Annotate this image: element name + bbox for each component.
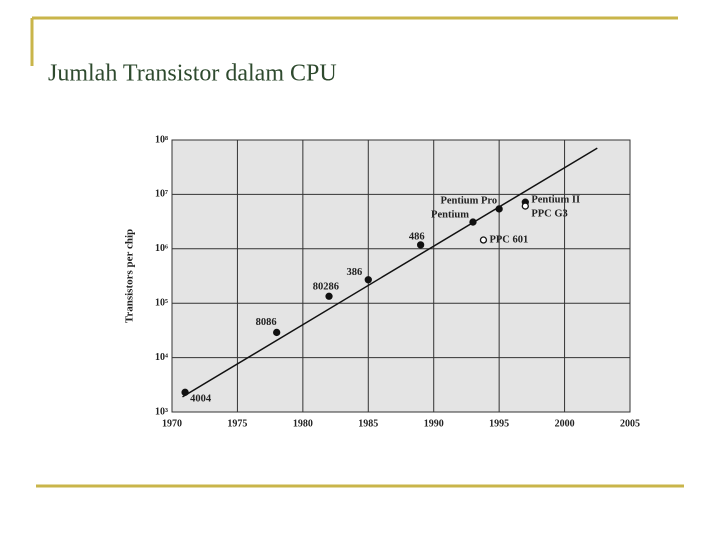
y-axis-label: Transistors per chip: [124, 229, 136, 323]
point-label: Pentium Pro: [440, 195, 497, 206]
y-tick-label: 10⁸: [155, 134, 168, 145]
x-tick-label: 1970: [162, 418, 182, 429]
data-point: [273, 328, 281, 337]
trend-line: [182, 147, 598, 398]
data-point: [521, 202, 529, 210]
x-tick-label: 1980: [293, 418, 313, 429]
data-point: [469, 218, 477, 226]
point-label: Pentium II: [531, 195, 580, 206]
data-point: [181, 388, 189, 396]
data-point: [479, 236, 488, 244]
x-tick-label: 1990: [424, 418, 444, 429]
data-point: [364, 276, 372, 284]
x-tick-label: 2005: [620, 418, 640, 429]
y-tick-label: 10⁶: [155, 243, 168, 254]
point-label: PPC G3: [531, 208, 567, 219]
point-label: 80286: [313, 282, 339, 293]
y-tick-label: 10⁵: [155, 297, 168, 308]
point-label: 4004: [190, 394, 212, 405]
point-label: 8086: [256, 317, 277, 328]
data-point: [416, 241, 425, 249]
point-label: 486: [409, 231, 425, 242]
plot-area: [171, 139, 631, 413]
y-tick-label: 10⁴: [155, 352, 168, 363]
slide-title: Jumlah Transistor dalam CPU: [48, 61, 337, 87]
x-tick-label: 1985: [358, 418, 378, 429]
y-tick-label: 10³: [155, 406, 168, 417]
x-tick-label: 2000: [555, 418, 575, 429]
data-point: [325, 292, 333, 300]
point-label: PPC 601: [489, 234, 528, 245]
point-label: Pentium: [431, 209, 469, 220]
data-point: [495, 205, 503, 213]
y-tick-label: 10⁷: [155, 189, 168, 200]
x-tick-label: 1995: [489, 418, 509, 429]
point-label: 386: [347, 267, 363, 278]
x-tick-label: 1975: [227, 418, 247, 429]
